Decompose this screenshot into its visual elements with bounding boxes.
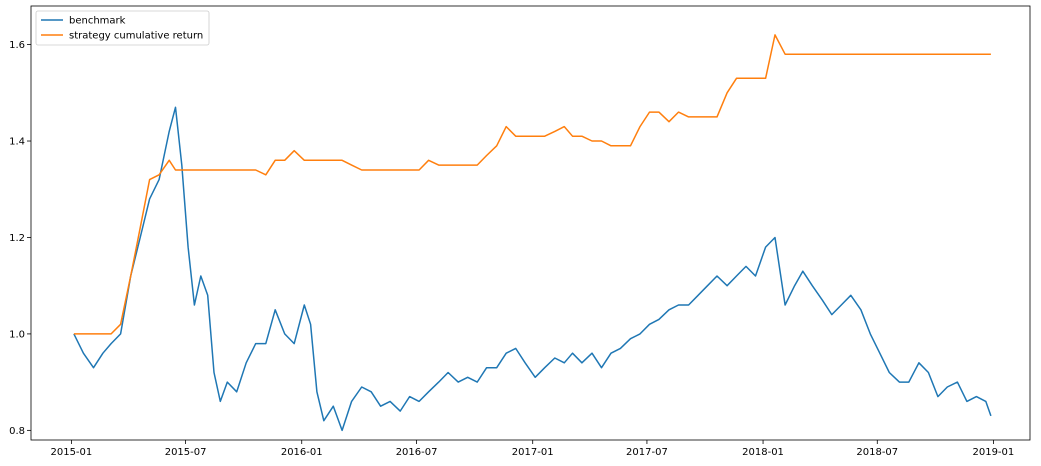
y-tick-label: 1.6 [9,40,25,51]
y-tick-label: 1.4 [9,137,25,148]
x-tick-label: 2016-07 [396,447,438,458]
x-tick-label: 2015-07 [165,447,207,458]
axes-frame [30,5,1031,441]
x-axis: 2015-01 2015-07 2016-01 2016-07 2017-01 2017-… [50,440,1014,458]
legend-entry-label: strategy cumulative return [69,31,203,42]
x-tick-label: 2015-01 [50,447,92,458]
x-tick-label: 2019-01 [972,447,1014,458]
x-tick-label: 2016-01 [281,447,323,458]
y-tick-label: 1.2 [9,233,25,244]
x-tick-label: 2017-07 [626,447,668,458]
series-line-strategy [73,34,991,335]
plot-area [73,34,992,432]
x-tick-label: 2018-01 [742,447,784,458]
y-axis: 0.8 1.0 1.2 1.4 1.6 [9,40,31,437]
legend-entry-label: benchmark [69,16,126,27]
y-tick-label: 0.8 [9,426,25,437]
legend: benchmark strategy cumulative return [35,10,210,46]
legend-box [35,10,210,46]
x-tick-label: 2017-01 [512,447,554,458]
y-tick-label: 1.0 [9,329,25,340]
series-line-benchmark [73,106,992,432]
x-tick-label: 2018-07 [856,447,898,458]
